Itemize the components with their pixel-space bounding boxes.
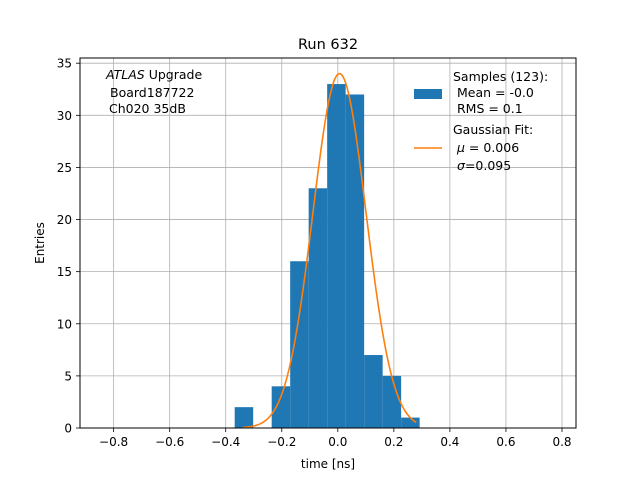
y-axis-ticks: 0 5 10 15 20 25 30 35 xyxy=(57,57,80,436)
legend-fit-title: Gaussian Fit: xyxy=(453,122,533,137)
legend-samples-line-3: RMS = 0.1 xyxy=(453,101,523,116)
annotation-upgrade: Upgrade xyxy=(145,67,203,82)
gaussian-fit-curve xyxy=(242,72,417,429)
y-tick-label: 10 xyxy=(57,317,72,331)
histogram-bar xyxy=(364,355,383,428)
legend-fit-sigma: σ=0.095 xyxy=(457,158,511,173)
y-tick-label: 35 xyxy=(57,57,72,71)
legend-mu-symbol: μ xyxy=(456,140,465,155)
histogram-bar xyxy=(345,94,365,428)
legend-samples-line-1: Samples (123): xyxy=(453,69,548,84)
x-tick-label: −0.4 xyxy=(211,435,240,449)
histogram-bar xyxy=(327,84,346,428)
annotation-box: ATLAS Upgrade Board187722 Ch020 35dB xyxy=(105,67,202,116)
y-tick-label: 30 xyxy=(57,109,72,123)
annotation-atlas: ATLAS xyxy=(105,67,145,82)
plot-frame xyxy=(79,57,577,429)
annotation-line-2: Board187722 xyxy=(110,85,194,100)
legend-sigma-value: =0.095 xyxy=(465,158,511,173)
legend-samples-line-2: Mean = -0.0 xyxy=(453,85,534,100)
x-axis-label: time [ns] xyxy=(301,457,355,471)
x-tick-label: 0.4 xyxy=(440,435,459,449)
legend: Samples (123): Mean = -0.0 RMS = 0.1 Gau… xyxy=(414,69,548,173)
y-axis-label: Entries xyxy=(33,222,47,264)
histogram-bar xyxy=(290,261,309,428)
histogram-bar xyxy=(234,407,254,428)
x-tick-label: 0.0 xyxy=(328,435,347,449)
legend-sigma-symbol: σ xyxy=(457,158,466,173)
x-tick-label: 0.6 xyxy=(496,435,515,449)
x-tick-label: 0.8 xyxy=(552,435,571,449)
histogram-bars xyxy=(234,84,420,428)
legend-fit-mu: μ = 0.006 xyxy=(456,140,519,155)
annotation-line-3: Ch020 35dB xyxy=(109,101,186,116)
chart-title: Run 632 xyxy=(298,37,358,53)
y-tick-label: 0 xyxy=(64,422,72,436)
histogram-bar xyxy=(308,188,328,428)
histogram-bar xyxy=(401,417,420,428)
legend-mu-value: = 0.006 xyxy=(465,140,519,155)
annotation-line-1: ATLAS Upgrade xyxy=(105,67,202,82)
x-tick-label: −0.2 xyxy=(267,435,296,449)
x-tick-label: −0.8 xyxy=(99,435,128,449)
y-tick-label: 25 xyxy=(57,161,72,175)
x-tick-label: 0.2 xyxy=(384,435,403,449)
histogram-bar xyxy=(271,386,291,428)
histogram-bar xyxy=(382,375,402,428)
y-tick-label: 15 xyxy=(57,265,72,279)
x-tick-label: −0.6 xyxy=(155,435,184,449)
x-axis-ticks: −0.8 −0.6 −0.4 −0.2 0.0 0.2 0.4 0.6 0.8 xyxy=(99,428,572,449)
y-tick-label: 20 xyxy=(57,213,72,227)
legend-samples-swatch xyxy=(414,89,442,99)
y-tick-label: 5 xyxy=(64,369,72,383)
